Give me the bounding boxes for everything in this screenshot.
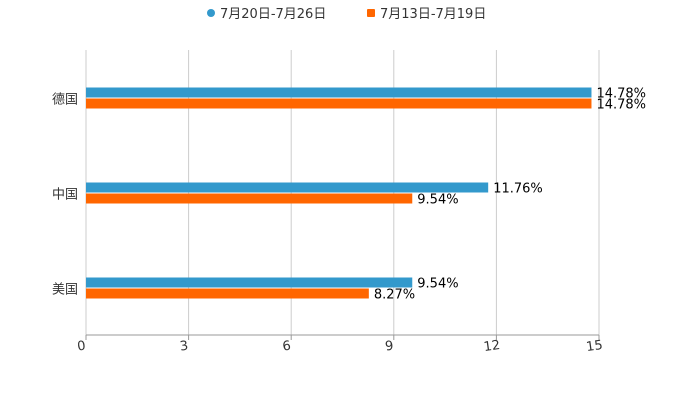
y-category-label: 美国 [52, 283, 78, 298]
bar [86, 87, 592, 98]
legend-marker-square [367, 9, 375, 17]
y-category-label: 德国 [52, 93, 78, 108]
bar [86, 277, 413, 288]
legend-marker-circle [207, 9, 215, 17]
data-label: 11.76% [493, 182, 543, 197]
bar [86, 98, 592, 109]
legend-item-label[interactable]: 7月20日-7月26日 [220, 7, 326, 22]
x-tick-label: 15 [585, 338, 603, 355]
data-label: 14.78% [596, 98, 646, 113]
legend[interactable]: 7月20日-7月26日 7月13日-7月19日 [207, 7, 486, 22]
x-tick-label: 12 [483, 338, 501, 355]
y-category-label: 中国 [52, 188, 78, 203]
bar [86, 182, 489, 193]
data-label: 9.54% [417, 193, 458, 208]
legend-item-label[interactable]: 7月13日-7月19日 [380, 7, 486, 22]
bar [86, 193, 413, 204]
x-tick-label: 3 [179, 339, 189, 355]
data-label: 8.27% [374, 288, 415, 303]
x-tick-label: 0 [76, 339, 86, 355]
bars: 14.78%14.78%11.76%9.54%9.54%8.27% [86, 87, 646, 303]
data-label: 9.54% [417, 277, 458, 292]
x-tick-label: 9 [384, 339, 394, 355]
data-label: 14.78% [596, 87, 646, 102]
x-tick-label: 6 [282, 339, 292, 355]
bar [86, 288, 369, 299]
